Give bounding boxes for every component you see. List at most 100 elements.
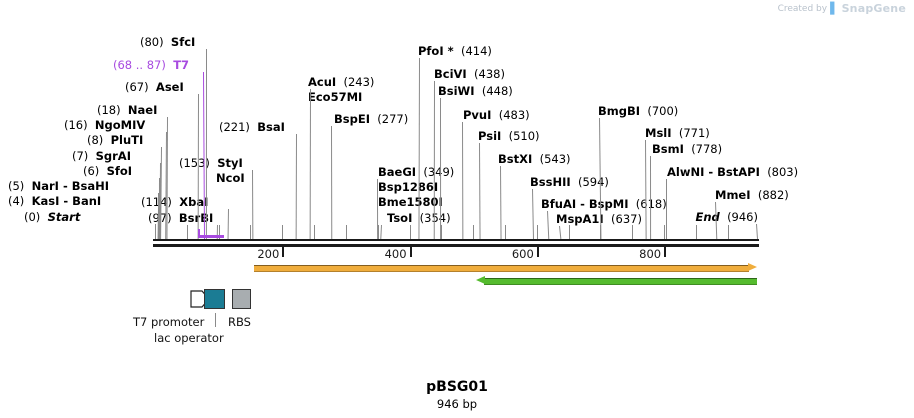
orf-reverse[interactable] bbox=[0, 276, 914, 285]
site-name-bspei: BspEI bbox=[334, 112, 370, 126]
legend-label-rbs: RBS bbox=[228, 315, 251, 329]
site-position-xbai: (114) bbox=[141, 195, 172, 209]
site-label-msli[interactable]: MslI (771) bbox=[645, 127, 710, 139]
site-label-alwni[interactable]: AlwNI - BstAPI (803) bbox=[667, 166, 798, 178]
site-name-naei: NaeI bbox=[127, 103, 158, 117]
site-label-sfoi[interactable]: (6) SfoI bbox=[83, 165, 132, 177]
site-label-bsiwi[interactable]: BsiWI (448) bbox=[438, 85, 513, 97]
minor-tick bbox=[727, 225, 729, 239]
site-position-kasi: (4) bbox=[8, 194, 25, 208]
site-position-bmgbi: (700) bbox=[647, 104, 679, 118]
site-label-mspa1i[interactable]: MspA1I (637) bbox=[556, 213, 642, 225]
site-position-asei: (67) bbox=[125, 80, 149, 94]
site-name-t7: T7 bbox=[173, 58, 190, 72]
leader-line bbox=[479, 142, 481, 240]
minor-tick bbox=[536, 225, 538, 239]
site-label-xbai[interactable]: (114) XbaI bbox=[141, 196, 208, 208]
site-label-mmei[interactable]: MmeI (882) bbox=[715, 189, 789, 201]
minor-tick bbox=[695, 225, 697, 239]
orf-forward[interactable] bbox=[0, 263, 914, 272]
site-name-bcivi: BciVI bbox=[434, 67, 467, 81]
major-tick-800 bbox=[664, 247, 667, 257]
site-name-pfoi: PfoI * bbox=[418, 44, 454, 58]
site-label-bfuai[interactable]: BfuAI - BspMI (618) bbox=[541, 198, 667, 210]
site-label-baegi[interactable]: BaeGI (349) bbox=[378, 166, 454, 178]
site-label-pluti[interactable]: (8) PluTI bbox=[87, 134, 143, 146]
site-name-mmei: MmeI bbox=[715, 188, 751, 202]
site-position-bsshii: (594) bbox=[577, 175, 609, 189]
site-position-mmei: (882) bbox=[757, 188, 789, 202]
site-label-bspei[interactable]: BspEI (277) bbox=[334, 113, 408, 125]
site-label-tsoi[interactable]: TsoI (354) bbox=[387, 212, 451, 224]
orf-reverse-body bbox=[484, 278, 757, 285]
site-name-bmgbi: BmgBI bbox=[598, 104, 641, 118]
site-label-bcivi[interactable]: BciVI (438) bbox=[434, 68, 505, 80]
site-label-bmgbi[interactable]: BmgBI (700) bbox=[598, 105, 678, 117]
site-label-eco57mi[interactable]: Eco57MI bbox=[308, 91, 362, 103]
site-name-msli: MslI bbox=[645, 126, 672, 140]
site-position-bsiwi: (448) bbox=[481, 84, 513, 98]
lac-operator-box[interactable] bbox=[204, 289, 225, 309]
site-name-mspa1i: MspA1I bbox=[556, 212, 604, 226]
site-position-bcivi: (438) bbox=[474, 67, 505, 81]
site-name-baegi: BaeGI bbox=[378, 165, 417, 179]
rbs-box[interactable] bbox=[232, 289, 251, 309]
site-position-end: (946) bbox=[727, 210, 758, 224]
site-label-bstxi[interactable]: BstXI (543) bbox=[498, 153, 571, 165]
site-position-tsoi: (354) bbox=[419, 211, 451, 225]
minor-tick bbox=[664, 225, 666, 239]
site-label-start[interactable]: (0) Start bbox=[24, 211, 80, 223]
site-name-bsshii: BssHII bbox=[530, 175, 571, 189]
site-position-psii: (510) bbox=[508, 129, 540, 143]
site-name-nari: NarI - BsaHI bbox=[31, 179, 109, 193]
site-label-bsp1286i[interactable]: Bsp1286I bbox=[378, 181, 438, 193]
site-label-end[interactable]: End (946) bbox=[0, 211, 758, 223]
leader-line bbox=[227, 208, 229, 240]
leader-line bbox=[559, 225, 562, 240]
page-subtitle: 946 bp bbox=[436, 397, 478, 411]
backbone-line-2 bbox=[153, 244, 759, 247]
tick-label-800: 800 bbox=[639, 247, 662, 261]
leader-line bbox=[666, 179, 667, 239]
site-label-bsai[interactable]: (221) BsaI bbox=[219, 121, 285, 133]
t7-promoter-mark[interactable] bbox=[198, 235, 225, 238]
snapgene-watermark: Created by ▌ SnapGene bbox=[778, 2, 906, 15]
site-name-tsoi: TsoI bbox=[387, 211, 413, 225]
site-label-bsshii[interactable]: BssHII (594) bbox=[530, 176, 609, 188]
leader-line bbox=[295, 133, 297, 240]
site-label-bsmi[interactable]: BsmI (778) bbox=[652, 143, 722, 155]
site-label-acui[interactable]: AcuI (243) bbox=[308, 76, 374, 88]
site-label-nari[interactable]: (5) NarI - BsaHI bbox=[8, 180, 109, 192]
orf-forward-body bbox=[253, 265, 749, 272]
site-label-kasi[interactable]: (4) KasI - BanI bbox=[8, 195, 101, 207]
site-label-naei[interactable]: (18) NaeI bbox=[97, 104, 157, 116]
site-name-pluti: PluTI bbox=[110, 133, 144, 147]
site-position-bfuai: (618) bbox=[635, 197, 667, 211]
site-name-ncoi: NcoI bbox=[216, 171, 245, 185]
minor-tick bbox=[250, 225, 252, 239]
site-label-ngomiv[interactable]: (16) NgoMIV bbox=[64, 119, 145, 131]
site-label-bme1580i[interactable]: Bme1580I bbox=[378, 196, 443, 208]
site-label-t7[interactable]: (68 .. 87) T7 bbox=[113, 59, 189, 71]
minor-tick bbox=[314, 225, 316, 239]
site-name-psii: PsiI bbox=[478, 129, 502, 143]
site-label-ncoi[interactable]: NcoI bbox=[216, 172, 245, 184]
site-position-sgrai: (7) bbox=[72, 149, 89, 163]
site-label-psii[interactable]: PsiI (510) bbox=[478, 130, 540, 142]
site-label-styi[interactable]: (153) StyI bbox=[179, 157, 243, 169]
site-label-pvui[interactable]: PvuI (483) bbox=[463, 109, 530, 121]
site-label-sfci[interactable]: (80) SfcI bbox=[140, 36, 195, 48]
tick-label-200: 200 bbox=[257, 247, 280, 261]
site-position-mspa1i: (637) bbox=[611, 212, 642, 226]
site-name-eco57mi: Eco57MI bbox=[308, 90, 363, 104]
leader-line bbox=[331, 125, 333, 240]
site-position-acui: (243) bbox=[343, 75, 375, 89]
minor-tick bbox=[441, 225, 443, 239]
minor-tick bbox=[505, 225, 506, 239]
site-label-asei[interactable]: (67) AseI bbox=[125, 81, 184, 93]
site-name-alwni: AlwNI - BstAPI bbox=[667, 165, 760, 179]
site-name-bsp1286i: Bsp1286I bbox=[378, 180, 439, 194]
site-label-sgrai[interactable]: (7) SgrAI bbox=[72, 150, 131, 162]
site-label-pfoi[interactable]: PfoI * (414) bbox=[418, 45, 492, 57]
